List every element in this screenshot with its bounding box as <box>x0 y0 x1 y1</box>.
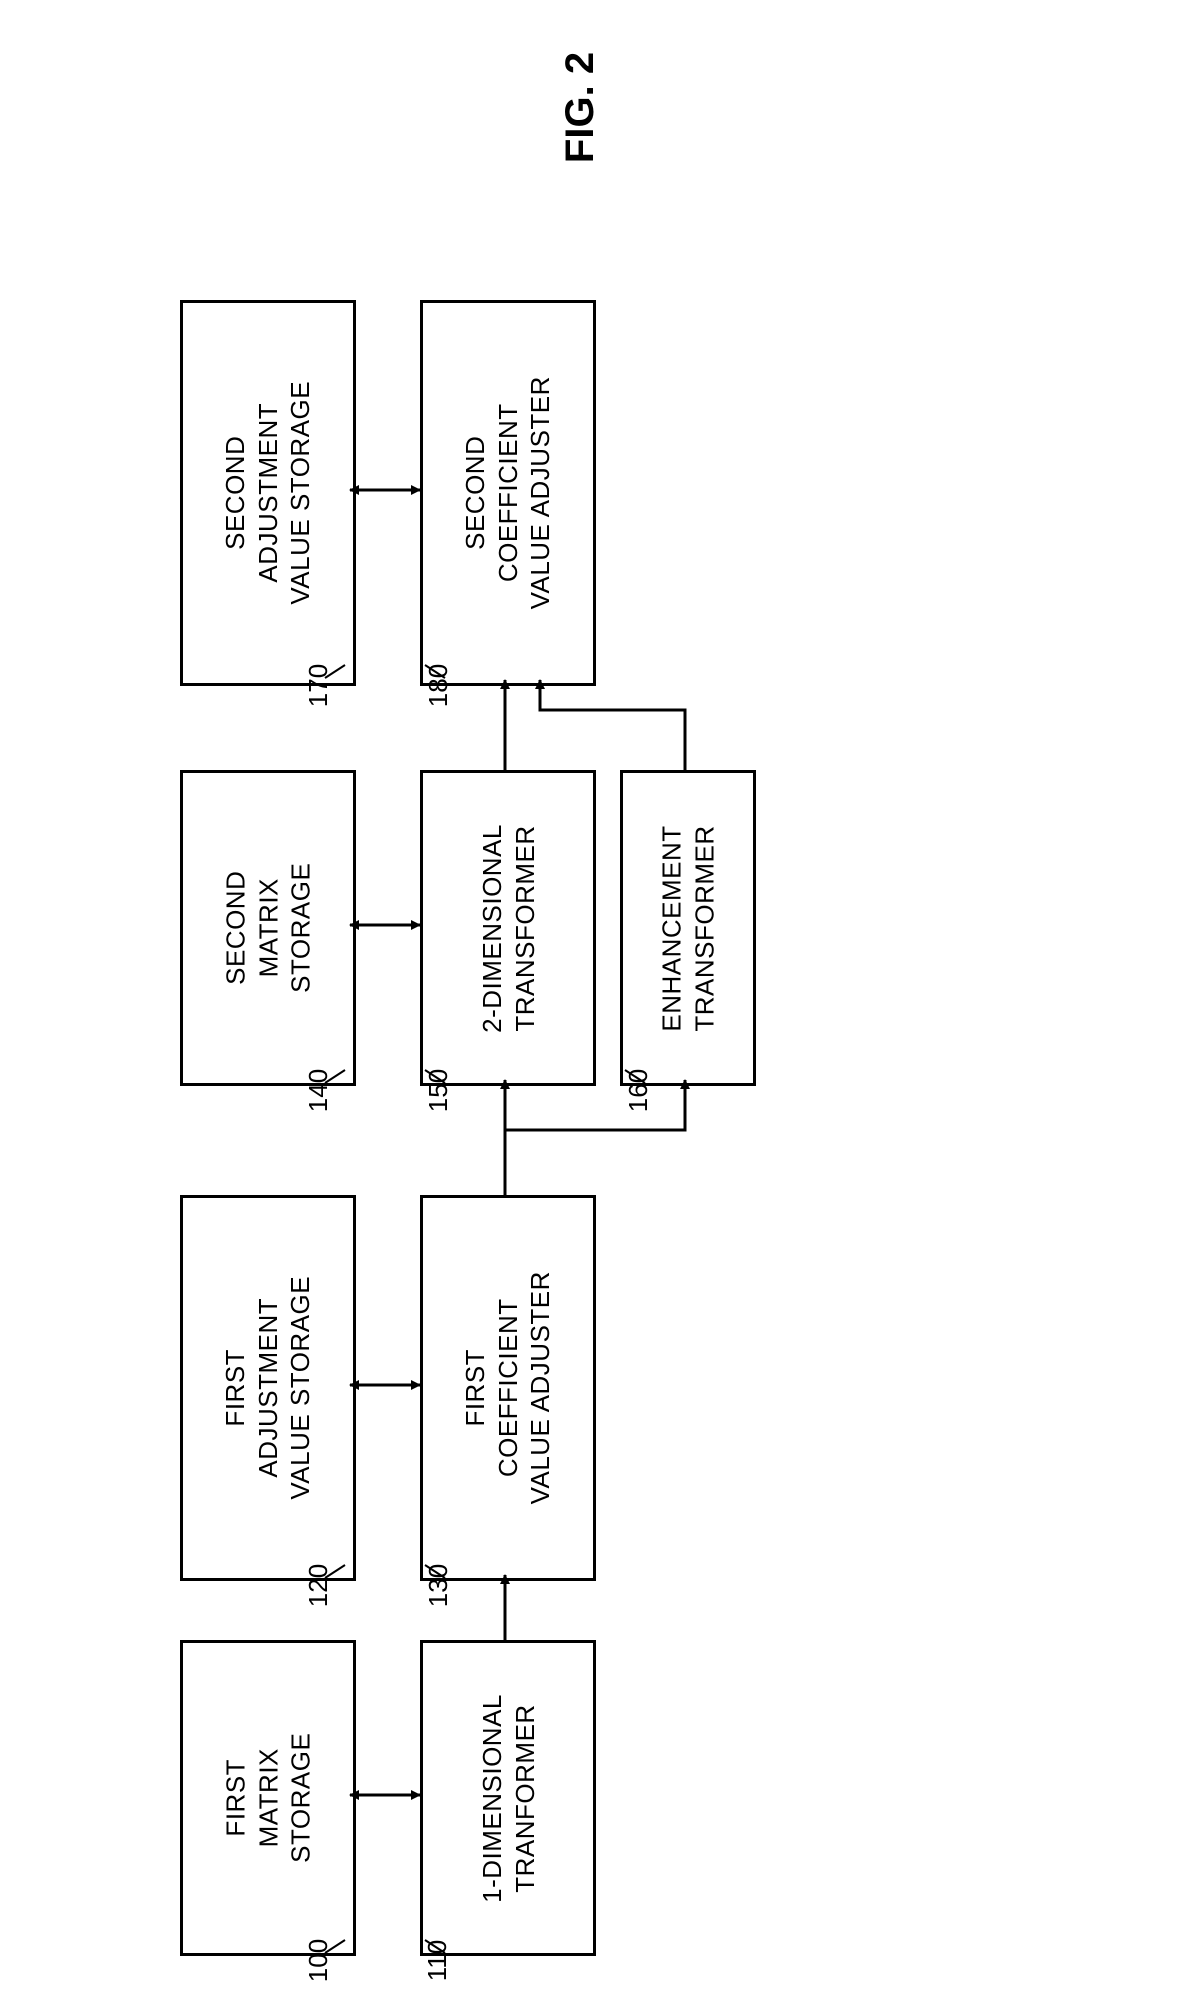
diagram-canvas: FIG. 2 FIRST MATRIX STORAGE 100 1-DIMENS… <box>0 0 1177 1995</box>
ref-120: 120 <box>303 1564 334 1607</box>
block-second-matrix-storage: SECOND MATRIX STORAGE <box>180 770 356 1086</box>
ref-140: 140 <box>303 1069 334 1112</box>
ref-160: 160 <box>623 1069 654 1112</box>
ref-170: 170 <box>303 664 334 707</box>
block-first-adjustment-storage: FIRST ADJUSTMENT VALUE STORAGE <box>180 1195 356 1581</box>
block-label: 2-DIMENSIONAL TRANSFORMER <box>476 824 541 1033</box>
block-second-adjustment-storage: SECOND ADJUSTMENT VALUE STORAGE <box>180 300 356 686</box>
block-label: FIRST MATRIX STORAGE <box>219 1713 317 1883</box>
ref-130: 130 <box>423 1564 454 1607</box>
block-2d-transformer: 2-DIMENSIONAL TRANSFORMER <box>420 770 596 1086</box>
figure-title: FIG. 2 <box>558 52 603 163</box>
ref-180: 180 <box>423 664 454 707</box>
block-label: FIRST COEFFICIENT VALUE ADJUSTER <box>459 1271 557 1504</box>
block-first-matrix-storage: FIRST MATRIX STORAGE <box>180 1640 356 1956</box>
ref-100: 100 <box>303 1939 334 1982</box>
block-label: SECOND MATRIX STORAGE <box>219 843 317 1013</box>
block-first-coeff-adjuster: FIRST COEFFICIENT VALUE ADJUSTER <box>420 1195 596 1581</box>
ref-110: 110 <box>422 1940 453 1981</box>
block-second-coeff-adjuster: SECOND COEFFICIENT VALUE ADJUSTER <box>420 300 596 686</box>
block-label: SECOND COEFFICIENT VALUE ADJUSTER <box>459 376 557 609</box>
ref-150: 150 <box>423 1069 454 1112</box>
block-label: 1-DIMENSIONAL TRANFORMER <box>476 1694 541 1903</box>
block-label: FIRST ADJUSTMENT VALUE STORAGE <box>219 1276 317 1500</box>
block-enhancement-transformer: ENHANCEMENT TRANSFORMER <box>620 770 756 1086</box>
block-label: ENHANCEMENT TRANSFORMER <box>656 825 721 1031</box>
block-1d-transformer: 1-DIMENSIONAL TRANFORMER <box>420 1640 596 1956</box>
block-label: SECOND ADJUSTMENT VALUE STORAGE <box>219 381 317 605</box>
